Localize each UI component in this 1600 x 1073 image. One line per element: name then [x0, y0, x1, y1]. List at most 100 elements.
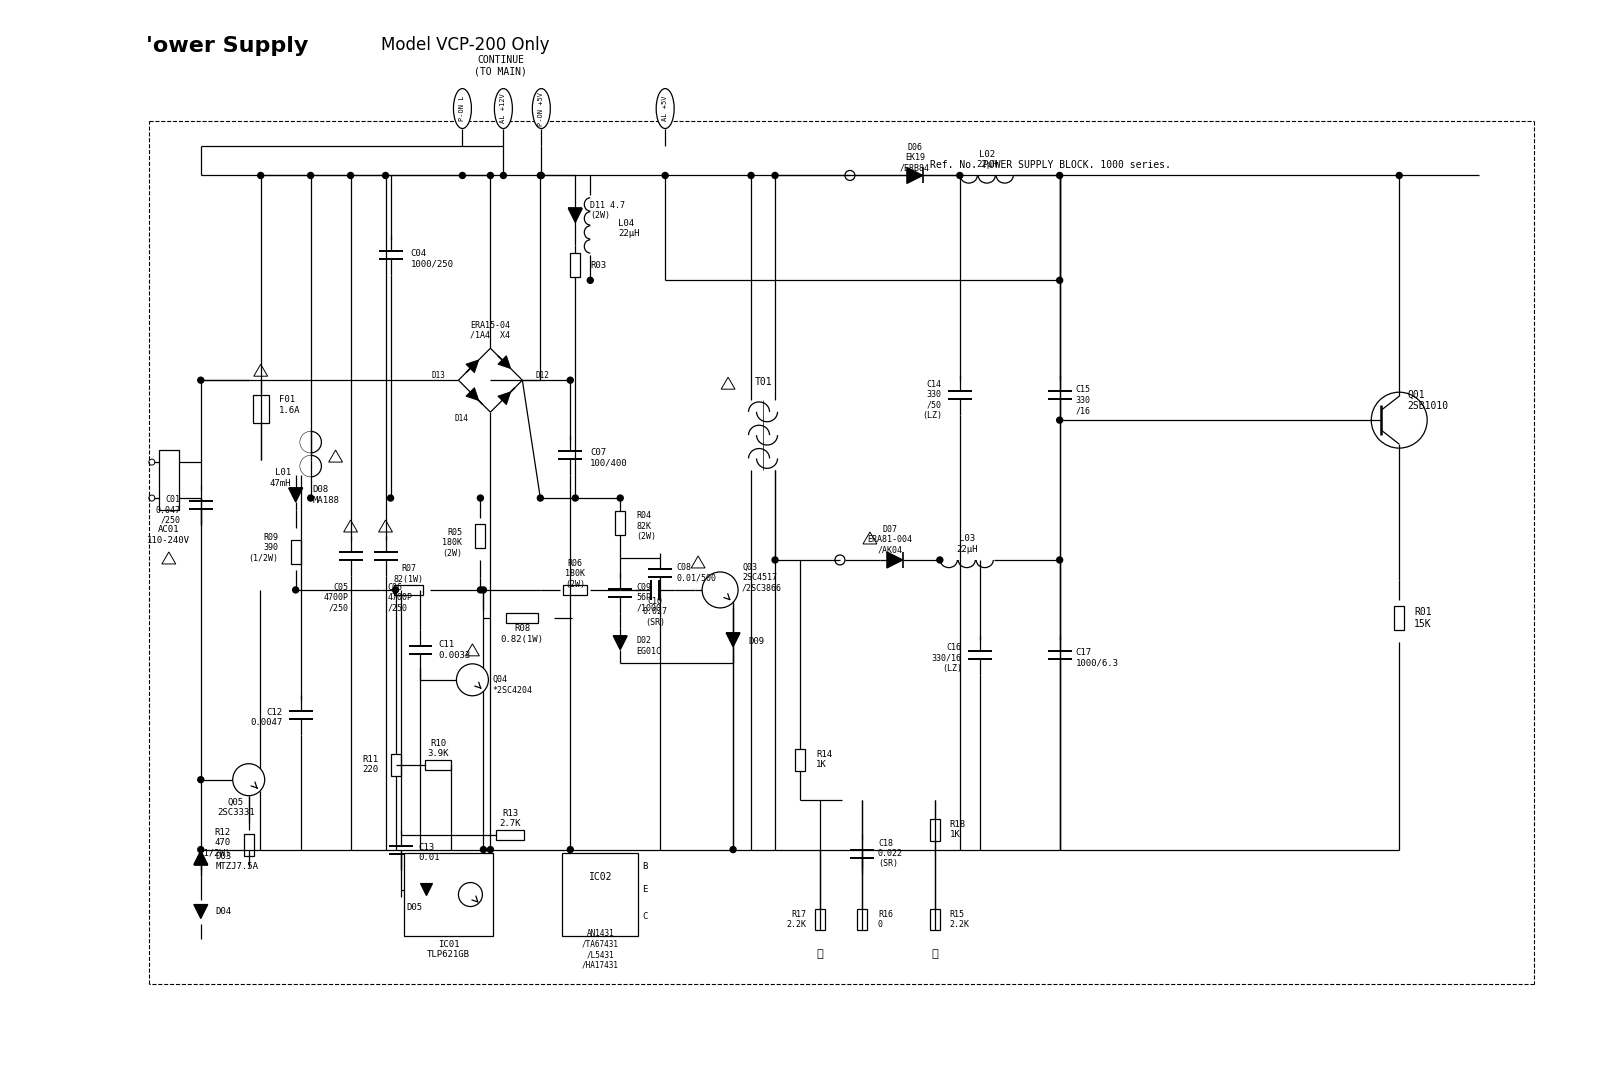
Text: ERA15-04
/1A4  X4: ERA15-04 /1A4 X4 — [470, 321, 510, 340]
Circle shape — [198, 378, 203, 383]
Text: C07
100/400: C07 100/400 — [590, 449, 627, 468]
Circle shape — [477, 587, 483, 593]
Bar — [814, 909, 826, 930]
Circle shape — [1056, 277, 1062, 283]
Circle shape — [730, 847, 736, 853]
Circle shape — [258, 173, 264, 178]
Text: Q04
*2SC4204: Q04 *2SC4204 — [493, 675, 533, 694]
Circle shape — [347, 173, 354, 178]
Circle shape — [702, 572, 738, 608]
Text: AL +5V: AL +5V — [662, 95, 669, 121]
Circle shape — [1056, 417, 1062, 423]
Bar — [930, 819, 939, 840]
Text: R14
1K: R14 1K — [816, 750, 832, 769]
Polygon shape — [194, 905, 208, 918]
Text: R11
220: R11 220 — [363, 755, 379, 775]
Text: D11 4.7
(2W): D11 4.7 (2W) — [590, 201, 626, 220]
Circle shape — [835, 555, 845, 565]
Bar — [795, 749, 805, 770]
Circle shape — [773, 557, 778, 563]
Polygon shape — [408, 883, 421, 897]
Text: D14: D14 — [454, 414, 469, 423]
Text: R01
15K: R01 15K — [1414, 607, 1432, 629]
Circle shape — [232, 764, 264, 796]
Text: Q01
2SB1010: Q01 2SB1010 — [1408, 389, 1448, 411]
Text: D03
MTZJ7.5A: D03 MTZJ7.5A — [216, 852, 259, 871]
Circle shape — [568, 847, 573, 853]
Text: Ref. No. POWER SUPPLY BLOCK. 1000 series.: Ref. No. POWER SUPPLY BLOCK. 1000 series… — [930, 161, 1171, 171]
Circle shape — [480, 587, 486, 593]
Polygon shape — [421, 883, 432, 896]
Text: C04
1000/250: C04 1000/250 — [411, 249, 453, 268]
Bar — [426, 760, 451, 769]
Text: R04
82K
(2W): R04 82K (2W) — [637, 511, 656, 541]
Text: B: B — [642, 862, 648, 871]
Circle shape — [1056, 173, 1062, 178]
Bar — [243, 834, 254, 855]
Circle shape — [477, 495, 483, 501]
Text: P-ON L: P-ON L — [459, 95, 466, 121]
Circle shape — [293, 587, 299, 593]
Text: CONTINUE
(TO MAIN): CONTINUE (TO MAIN) — [474, 55, 526, 76]
Text: D13: D13 — [432, 370, 445, 380]
Bar — [475, 524, 485, 548]
Bar — [570, 253, 581, 277]
Circle shape — [845, 171, 854, 180]
Text: AL +12V: AL +12V — [501, 93, 506, 123]
Text: D12: D12 — [536, 370, 549, 380]
Circle shape — [587, 277, 594, 283]
Text: L04
22μH: L04 22μH — [618, 219, 640, 238]
Text: P-ON +5V: P-ON +5V — [538, 91, 544, 126]
Ellipse shape — [656, 89, 674, 129]
Text: C16
330/16
(LZ): C16 330/16 (LZ) — [931, 643, 962, 673]
Text: ⑦: ⑦ — [816, 950, 824, 959]
Bar — [616, 511, 626, 535]
Circle shape — [488, 847, 493, 853]
Bar — [496, 829, 525, 839]
Circle shape — [149, 495, 155, 501]
Circle shape — [387, 495, 394, 501]
Text: R15
2.2K: R15 2.2K — [950, 910, 970, 929]
Circle shape — [773, 173, 778, 178]
Circle shape — [1056, 557, 1062, 563]
Circle shape — [480, 847, 486, 853]
Bar — [394, 585, 424, 594]
Text: 'ower Supply: 'ower Supply — [146, 35, 309, 56]
Polygon shape — [288, 488, 302, 502]
Polygon shape — [498, 392, 510, 405]
Text: D08
MA188: D08 MA188 — [312, 485, 339, 504]
Text: R13
2.7K: R13 2.7K — [499, 809, 522, 828]
Circle shape — [456, 664, 488, 695]
Circle shape — [1371, 393, 1427, 449]
Circle shape — [488, 173, 493, 178]
Polygon shape — [886, 552, 902, 568]
Polygon shape — [613, 636, 627, 650]
Text: D02
EG01C: D02 EG01C — [637, 636, 661, 656]
Text: E: E — [642, 885, 648, 894]
Text: IC02: IC02 — [589, 871, 613, 882]
Text: L03
22μH: L03 22μH — [957, 534, 978, 554]
Text: C12
0.0047: C12 0.0047 — [251, 708, 283, 727]
Text: C09
56P
/1000: C09 56P /1000 — [637, 583, 661, 613]
Circle shape — [662, 173, 669, 178]
Bar — [506, 613, 538, 623]
Circle shape — [538, 173, 544, 178]
Text: R09
390
(1/2W): R09 390 (1/2W) — [248, 533, 278, 563]
Text: D05: D05 — [406, 903, 422, 912]
Circle shape — [149, 459, 155, 465]
Circle shape — [501, 173, 506, 178]
Text: Q03
2SC4517
/2SC3866: Q03 2SC4517 /2SC3866 — [742, 563, 782, 593]
Bar — [1394, 606, 1405, 630]
Text: R08
0.82(1W): R08 0.82(1W) — [501, 624, 544, 644]
Text: R03: R03 — [590, 261, 606, 269]
Text: R18
1K: R18 1K — [950, 820, 966, 839]
Text: R16
0: R16 0 — [878, 910, 893, 929]
Circle shape — [957, 173, 963, 178]
Ellipse shape — [453, 89, 472, 129]
Text: D09: D09 — [749, 637, 765, 646]
Text: C15
330
/16: C15 330 /16 — [1075, 385, 1091, 415]
Ellipse shape — [533, 89, 550, 129]
Text: C06
4700P
/250: C06 4700P /250 — [387, 583, 413, 613]
Text: Q05
2SC3331: Q05 2SC3331 — [218, 798, 254, 818]
Text: R06
180K
(2W): R06 180K (2W) — [565, 559, 586, 589]
